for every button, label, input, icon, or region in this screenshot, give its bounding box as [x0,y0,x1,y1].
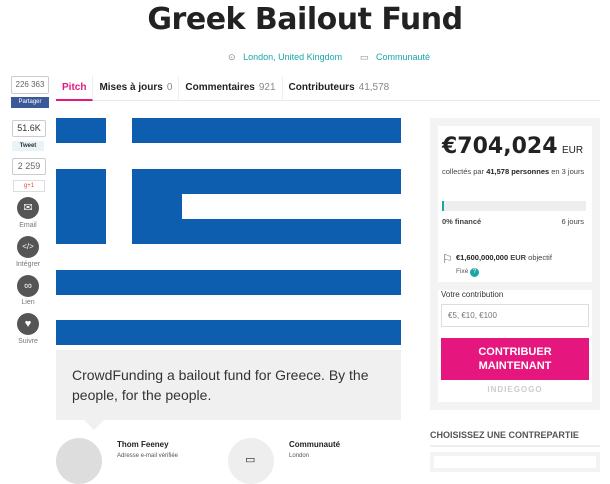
owner-verified: Adresse e-mail vérifiée [117,453,179,459]
page-title: Greek Bailout Fund [147,2,463,37]
amount-raised: €704,024 [442,134,558,159]
speech-bubble-icon: ▭ [360,52,369,62]
community-name[interactable]: Communauté [289,440,341,449]
pitch-box: CrowdFunding a bailout fund for Greece. … [56,350,401,420]
heart-icon[interactable]: ♥ [17,313,39,335]
gplus-count: 2 259 [12,158,46,175]
tab-comments[interactable]: Commentaires 921 [179,76,283,99]
embed-label: Intégrer [15,261,41,268]
category-link[interactable]: ▭ Communauté [360,52,431,62]
funding-panel: €704,024 EUR collectés par 41,578 person… [430,118,600,290]
tweet-count: 51.6K [12,120,46,137]
fixed-label: Fixé [456,268,469,275]
days-left: 6 jours [561,217,584,226]
follow-label: Suivre [18,338,38,345]
tab-bar: Pitch Mises à jours 0 Commentaires 921 Con… [56,76,600,101]
gplus-button[interactable]: g+1 [13,180,45,192]
goal: €1,600,000,000 EUR objectif [456,253,552,262]
contribution-panel: Votre contribution CONTRIBUER MAINTENANT… [430,282,600,410]
email-icon[interactable]: ✉ [17,197,39,219]
collected-text: collectés par 41,578 personnes en 3 jour… [442,167,585,176]
contribution-input[interactable] [441,304,589,327]
flag-icon: ⚐ [442,252,453,266]
link-label: Lien [21,299,35,306]
tab-contributors[interactable]: Contributeurs 41,578 [288,82,390,93]
perk-card[interactable] [430,452,600,472]
tab-updates[interactable]: Mises à jours 0 [93,76,180,99]
facebook-share-button[interactable]: Partager [11,97,49,108]
contribution-label: Votre contribution [441,290,504,299]
share-count: 226 363 [11,76,49,94]
owner-avatar[interactable] [56,438,102,484]
embed-icon[interactable]: </> [17,236,39,258]
link-icon[interactable]: ∞ [17,275,39,297]
contribute-button[interactable]: CONTRIBUER MAINTENANT [441,338,589,380]
help-icon[interactable]: ? [470,268,480,277]
tab-pitch[interactable]: Pitch [56,76,94,101]
community-location: London [289,453,310,459]
perks-title: CHOISISSEZ UNE CONTREPARTIE [430,430,600,447]
location-pin-icon: ⊙ [228,52,236,62]
tweet-button[interactable]: Tweet [12,141,44,151]
owner-name[interactable]: Thom Feeney [117,440,169,449]
pitch-text: CrowdFunding a bailout fund for Greece. … [72,367,369,403]
community-avatar: ▭ [228,438,274,484]
speech-bubble-icon: ▭ [245,454,256,466]
indiegogo-logo: INDIEGOGO [487,385,543,394]
progress-bar [442,201,586,211]
location[interactable]: ⊙ London, United Kingdom [228,52,343,62]
funded-percent: 0% financé [442,217,482,226]
email-label: Email [19,222,37,229]
